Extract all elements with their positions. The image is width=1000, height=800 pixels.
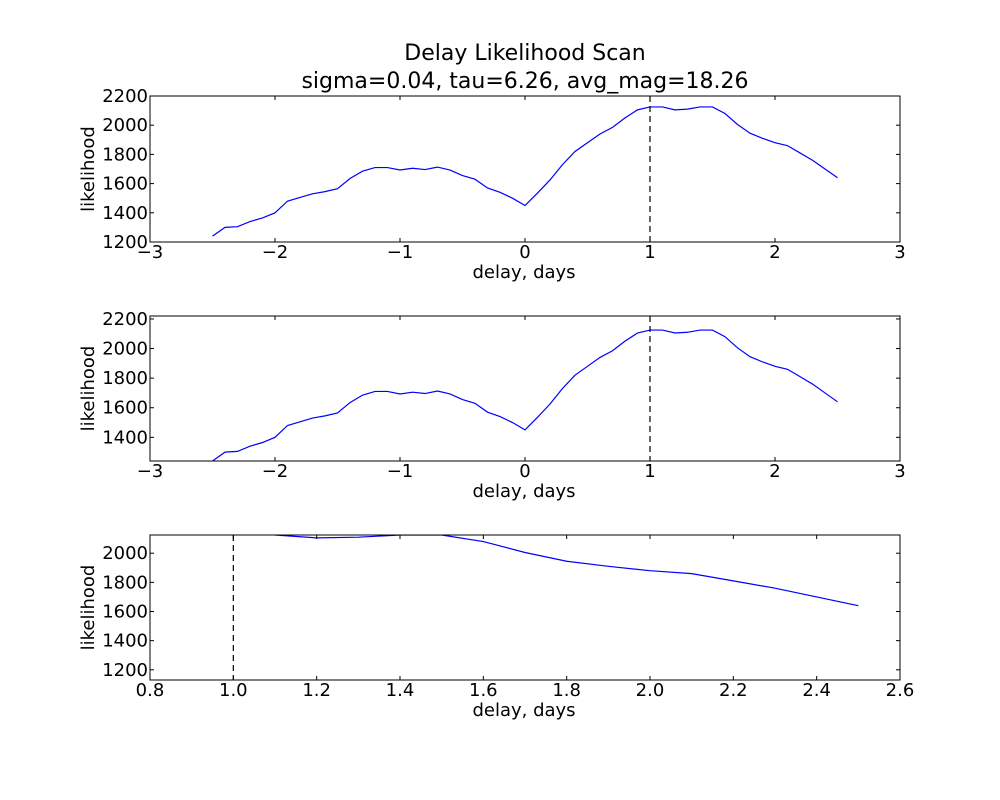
x-tick-label: 2.4 (802, 680, 831, 701)
x-tick-label: 1 (644, 461, 655, 482)
chart-title: Delay Likelihood Scan (404, 41, 645, 66)
y-tick-label: 1600 (102, 174, 148, 195)
y-tick-label: 1400 (102, 203, 148, 224)
x-tick-label: 1.0 (219, 680, 248, 701)
panel-1: −3 −2 −1 0 1 2 3 1200 1400 1600 1800 2000 2200 delay,… (78, 86, 906, 283)
x-tick-label: 1.2 (302, 680, 331, 701)
panel-3: 0.8 1.0 1.2 1.4 1.6 1.8 2.0 2.2 2.4 2.6 1200 1400 16… (78, 534, 914, 721)
x-tick-label: 0 (519, 242, 530, 263)
y-tick-label: 1400 (102, 427, 148, 448)
series-line (274, 535, 859, 607)
x-tick-label: 2.0 (636, 680, 665, 701)
x-tick-label: −2 (262, 242, 289, 263)
y-axis-label: likelihood (78, 565, 99, 651)
y-tick-label: 1200 (102, 232, 148, 253)
y-tick-label: 1400 (102, 631, 148, 652)
x-tick-label: 2 (769, 461, 780, 482)
x-tick-label: 2.6 (886, 680, 915, 701)
panel-2: −3 −2 −1 0 1 2 3 1400 1600 1800 2000 2200 delay, day… (78, 309, 906, 502)
y-tick-label: 1800 (102, 368, 148, 389)
y-tick-label: 1600 (102, 398, 148, 419)
plot-frame (149, 534, 901, 681)
x-axis-label: delay, days (472, 262, 575, 283)
y-tick-label: 1200 (102, 660, 148, 681)
x-tick-label: 0 (519, 461, 530, 482)
chart-subtitle: sigma=0.04, tau=6.26, avg_mag=18.26 (301, 69, 748, 94)
x-tick-label: 3 (894, 461, 905, 482)
series-line (212, 329, 838, 461)
x-tick-label: −1 (387, 461, 414, 482)
x-tick-label: 3 (894, 242, 905, 263)
x-axis-label: delay, days (472, 481, 575, 502)
y-axis-label: likelihood (78, 346, 99, 432)
y-tick-label: 1800 (102, 144, 148, 165)
x-tick-label: −2 (262, 461, 289, 482)
x-tick-label: 0.8 (136, 680, 165, 701)
x-tick-label: −1 (387, 242, 414, 263)
series-line (212, 106, 838, 237)
x-axis-label: delay, days (472, 700, 575, 721)
x-tick-label: 1.4 (386, 680, 415, 701)
y-tick-label: 2200 (102, 309, 148, 330)
x-tick-label: 2 (769, 242, 780, 263)
x-tick-label: 1.6 (469, 680, 498, 701)
y-tick-label: 1800 (102, 572, 148, 593)
y-tick-label: 2000 (102, 339, 148, 360)
x-tick-label: −3 (137, 242, 164, 263)
y-tick-label: 1600 (102, 602, 148, 623)
y-axis-label: likelihood (78, 126, 99, 212)
y-tick-label: 2000 (102, 115, 148, 136)
x-tick-label: 1 (644, 242, 655, 263)
x-tick-label: 2.2 (719, 680, 748, 701)
y-tick-label: 2200 (102, 86, 148, 107)
x-tick-label: −3 (137, 461, 164, 482)
x-tick-label: 1.8 (552, 680, 581, 701)
y-tick-label: 2000 (102, 543, 148, 564)
